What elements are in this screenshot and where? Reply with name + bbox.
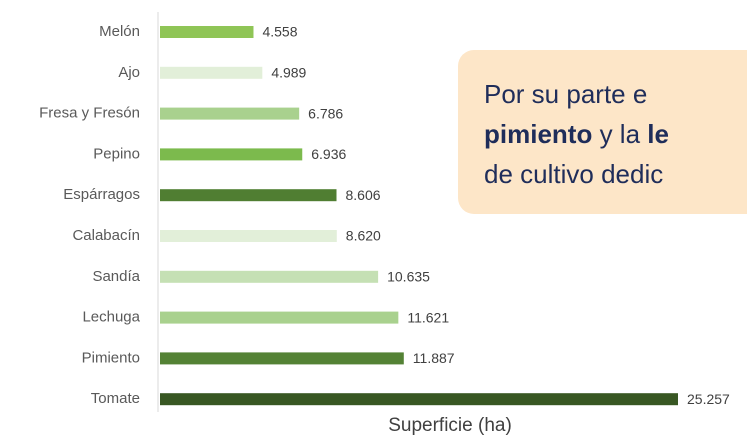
text-box-line: Por su parte e (484, 79, 647, 109)
text-run: de cultivo dedic (484, 159, 663, 189)
data-label: 10.635 (387, 269, 430, 285)
y-tick-label: Pimiento (82, 349, 140, 366)
y-tick-label: Pepino (93, 145, 140, 162)
bar (160, 311, 399, 324)
bar (160, 270, 379, 283)
data-label: 6.936 (311, 146, 346, 162)
y-tick-label: Ajo (118, 64, 140, 81)
data-label: 11.621 (407, 309, 449, 325)
y-tick-label: Melón (99, 23, 140, 40)
y-tick-label: Fresa y Fresón (39, 105, 140, 122)
data-label: 6.786 (308, 105, 343, 121)
bar (160, 393, 678, 406)
text-box-line: pimiento y la le (484, 119, 669, 149)
data-label: 25.257 (687, 391, 730, 407)
data-label: 4.558 (262, 24, 297, 40)
bar (160, 352, 404, 365)
text-run: pimiento (484, 119, 592, 149)
bar (160, 148, 303, 161)
text-run: le (647, 119, 669, 149)
text-run: Por su parte e (484, 79, 647, 109)
y-tick-label: Calabacín (72, 227, 140, 244)
data-label: 4.989 (271, 65, 306, 81)
x-axis-title: Superficie (ha) (388, 415, 512, 436)
text-box (458, 50, 747, 214)
y-tick-label: Tomate (91, 390, 140, 407)
data-label: 8.620 (346, 228, 381, 244)
bar (160, 189, 337, 202)
bar (160, 26, 254, 38)
y-tick-label: Lechuga (82, 309, 140, 326)
data-label: 11.887 (413, 350, 455, 366)
y-tick-label: Espárragos (63, 186, 140, 203)
text-run: y la (592, 119, 647, 149)
text-box-line: de cultivo dedic (484, 159, 663, 189)
y-tick-label: Sandía (92, 268, 140, 285)
bar (160, 66, 263, 79)
data-label: 8.606 (346, 187, 381, 203)
bar (160, 230, 337, 242)
bar (160, 107, 300, 120)
